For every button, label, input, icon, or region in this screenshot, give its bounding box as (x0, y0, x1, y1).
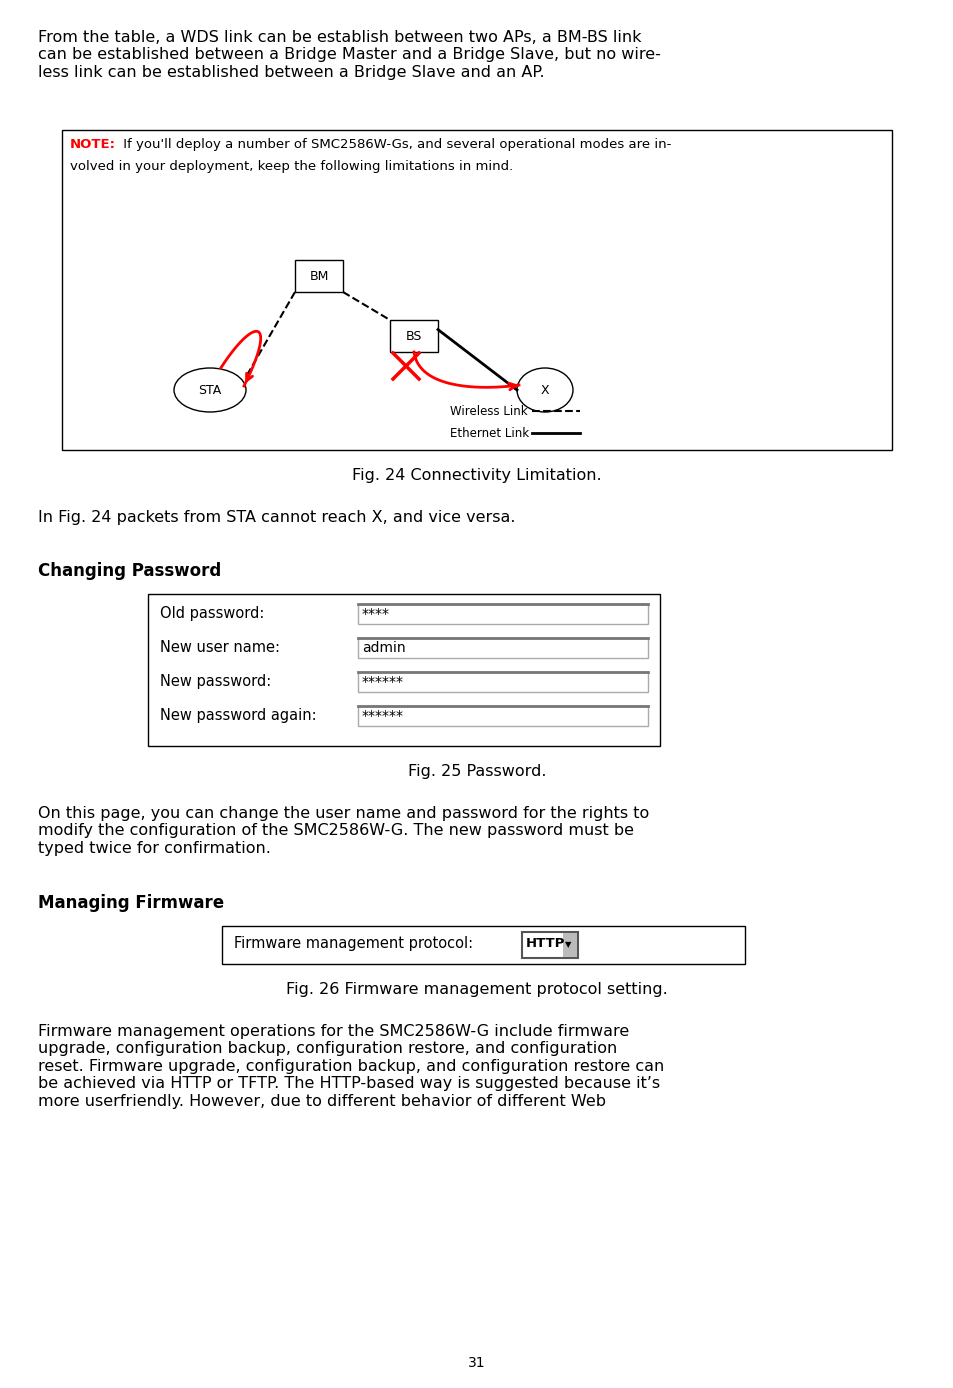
Text: In Fig. 24 packets from STA cannot reach X, and vice versa.: In Fig. 24 packets from STA cannot reach… (38, 509, 515, 525)
Bar (62, 130, 891, 450)
Text: New password again:: New password again: (160, 708, 316, 723)
Text: Ethernet Link: Ethernet Link (450, 426, 529, 440)
Text: BS: BS (405, 329, 422, 343)
Text: From the table, a WDS link can be establish between two APs, a BM-BS link
can be: From the table, a WDS link can be establ… (38, 31, 660, 79)
Bar (562, 933, 577, 956)
Text: Changing Password: Changing Password (38, 562, 221, 580)
Bar (222, 926, 744, 965)
Text: If you'll deploy a number of SMC2586W-Gs, and several operational modes are in-: If you'll deploy a number of SMC2586W-Gs… (119, 137, 671, 151)
Bar (357, 638, 647, 658)
Bar (294, 260, 343, 291)
Text: New user name:: New user name: (160, 640, 280, 655)
Text: Fig. 25 Password.: Fig. 25 Password. (407, 763, 546, 779)
Text: On this page, you can change the user name and password for the rights to
modify: On this page, you can change the user na… (38, 806, 649, 856)
Text: 31: 31 (468, 1356, 485, 1370)
Bar (357, 672, 647, 693)
Bar (357, 706, 647, 726)
Bar (357, 604, 647, 625)
Text: ******: ****** (361, 675, 403, 688)
Bar (390, 321, 437, 353)
Text: HTTP: HTTP (525, 937, 565, 949)
Text: ****: **** (361, 607, 390, 620)
Text: STA: STA (198, 383, 221, 397)
Text: BM: BM (309, 269, 329, 283)
Text: New password:: New password: (160, 675, 271, 688)
Text: admin: admin (361, 641, 405, 655)
Text: Firmware management operations for the SMC2586W-G include firmware
upgrade, conf: Firmware management operations for the S… (38, 1024, 663, 1109)
Ellipse shape (517, 368, 573, 412)
Text: ******: ****** (361, 709, 403, 723)
Text: Old password:: Old password: (160, 607, 264, 620)
Text: Wireless Link: Wireless Link (450, 404, 527, 418)
Bar (148, 594, 659, 745)
Text: ▼: ▼ (564, 940, 571, 949)
Bar (62, 130, 891, 210)
Text: Firmware management protocol:: Firmware management protocol: (233, 936, 473, 951)
Text: Fig. 24 Connectivity Limitation.: Fig. 24 Connectivity Limitation. (352, 468, 601, 483)
Bar (521, 931, 578, 958)
Text: Managing Firmware: Managing Firmware (38, 894, 224, 912)
Text: volved in your deployment, keep the following limitations in mind.: volved in your deployment, keep the foll… (70, 160, 513, 174)
Ellipse shape (173, 368, 246, 412)
Text: Fig. 26 Firmware management protocol setting.: Fig. 26 Firmware management protocol set… (286, 981, 667, 997)
Text: X: X (540, 383, 549, 397)
Text: NOTE:: NOTE: (70, 137, 116, 151)
